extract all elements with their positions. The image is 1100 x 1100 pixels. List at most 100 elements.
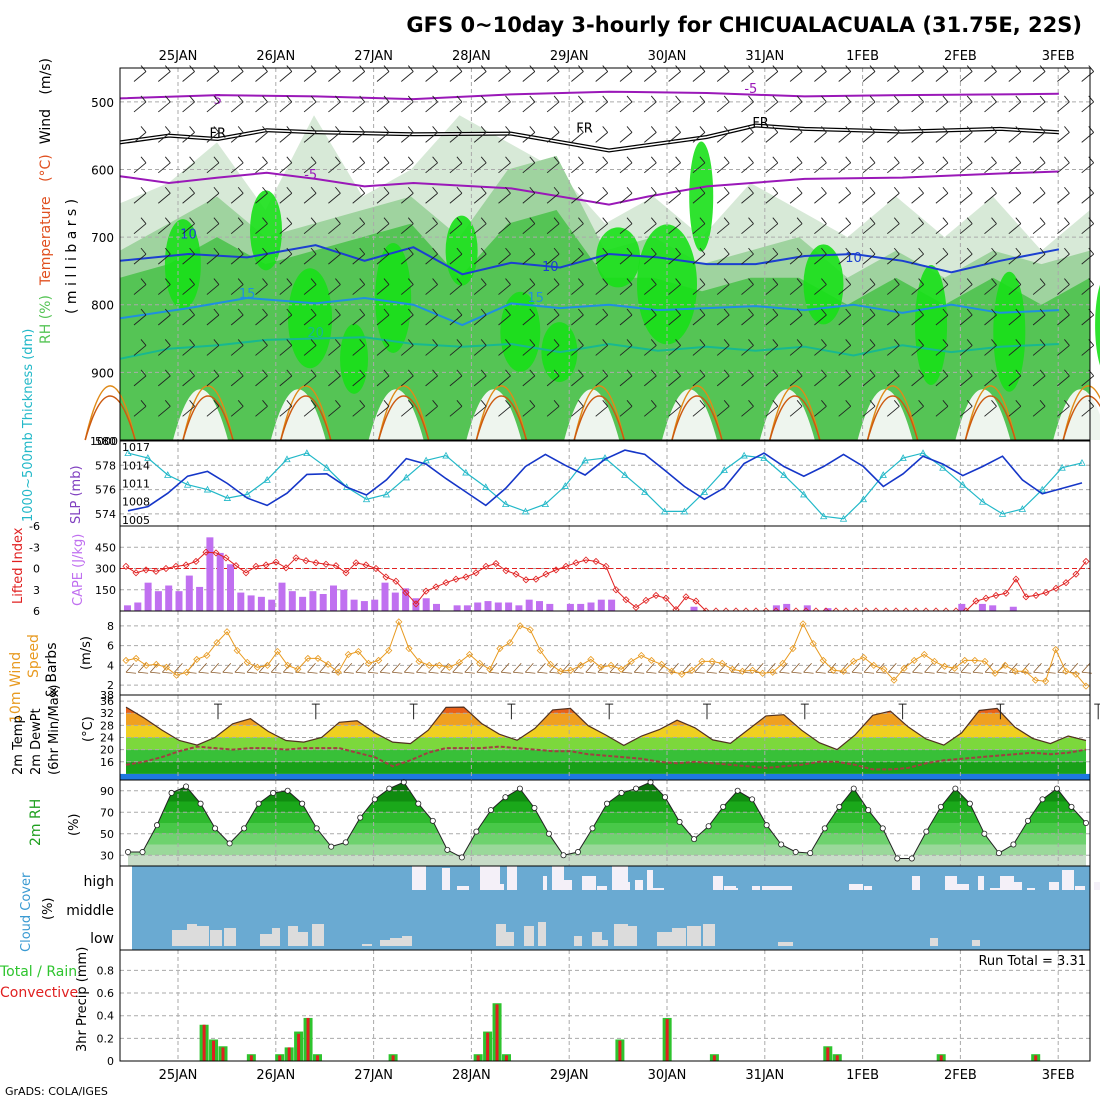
- slp-axis-label: SLP (mb): [69, 465, 84, 524]
- barb-flag: [553, 65, 560, 72]
- wind-barb-10m: [791, 663, 800, 673]
- barb-staff: [595, 375, 608, 387]
- barb-staff: [255, 71, 268, 82]
- wind-barb: [814, 339, 827, 356]
- wind-barb: [1032, 308, 1046, 326]
- cape-bar: [319, 594, 327, 611]
- cloud-high-block: [957, 884, 969, 890]
- barb-staff: [425, 253, 438, 265]
- day-label-top: 28JAN: [452, 49, 491, 64]
- wind-speed-marker: [839, 667, 848, 675]
- temp2m-panel: [119, 694, 1100, 781]
- wind-barb: [255, 126, 268, 143]
- wind-tick-label: 4: [107, 659, 114, 672]
- rh-marker: [284, 787, 291, 794]
- barb-staff: [911, 405, 924, 417]
- thickness-marker: [362, 495, 371, 503]
- wind-speed-marker: [354, 647, 362, 656]
- wind-barb-10m-staff: [198, 671, 209, 674]
- wind-barb: [984, 369, 997, 387]
- barb-flag: [432, 126, 438, 133]
- barb-staff: [425, 284, 438, 295]
- barb-flag: [213, 217, 220, 224]
- barb-staff: [279, 101, 293, 113]
- barb-flag: [335, 126, 341, 133]
- barb-flag: [529, 217, 536, 224]
- cloud-low-block: [538, 922, 546, 946]
- cloud-high-block: [1075, 886, 1085, 890]
- cloud-low-block: [930, 938, 938, 946]
- barb-flag: [286, 65, 293, 72]
- barb-flag: [723, 65, 730, 72]
- barb-staff: [449, 284, 463, 295]
- wind-barb-10m: [379, 663, 389, 673]
- thickness-marker: [998, 510, 1007, 517]
- wind-barb: [303, 186, 317, 204]
- barb-flag: [942, 400, 949, 407]
- rh-marker: [212, 825, 219, 832]
- barb-staff: [619, 223, 633, 235]
- wind-barb: [644, 339, 657, 356]
- cloud-high-block: [442, 868, 450, 890]
- barb-flag: [310, 278, 317, 285]
- wind-barb: [279, 308, 293, 326]
- barb-staff: [230, 405, 244, 417]
- lifted-index-marker: [512, 570, 520, 578]
- wind-barb: [182, 278, 195, 295]
- wind-barb: [473, 186, 487, 204]
- barb-staff: [911, 162, 924, 174]
- wind-barb-10m: [621, 663, 631, 673]
- wind-barb: [546, 186, 560, 204]
- barb-flag: [140, 369, 147, 377]
- wind-barb: [959, 369, 973, 387]
- barb-staff: [522, 375, 536, 387]
- barb-flag: [456, 156, 463, 164]
- cloud-low-block: [390, 938, 402, 946]
- barb-staff: [279, 253, 293, 265]
- barb-flag: [359, 247, 366, 255]
- wind-barb: [328, 156, 341, 174]
- wind-barb: [255, 156, 268, 174]
- wind-barb: [571, 65, 584, 82]
- wind-barb-10m: [222, 663, 232, 673]
- wind-barb: [230, 217, 244, 235]
- wind-barb: [935, 369, 949, 387]
- lifted-index-marker: [242, 569, 250, 577]
- barb-flag: [140, 126, 147, 133]
- barb-flag: [262, 126, 268, 133]
- cape-bar: [536, 601, 543, 611]
- cape-bar: [463, 605, 471, 611]
- barb-staff: [230, 375, 244, 387]
- temp-line: [125, 706, 1087, 751]
- barb-staff: [158, 375, 171, 387]
- barb-flag: [845, 156, 852, 164]
- wind-speed-marker: [951, 664, 959, 672]
- cape-bar: [175, 591, 183, 611]
- wind-barb: [887, 156, 900, 174]
- barb-flag: [869, 400, 876, 407]
- cloud-high-block: [622, 882, 630, 890]
- rh-marker: [618, 789, 625, 796]
- wind-speed-marker: [516, 622, 524, 630]
- barb-staff: [498, 284, 511, 295]
- wind-barb: [158, 186, 171, 204]
- barb-staff: [862, 223, 876, 235]
- barb-flag: [505, 186, 511, 194]
- barb-staff: [789, 375, 803, 387]
- lifted-index-marker: [132, 569, 140, 577]
- cape-bar: [299, 596, 307, 611]
- barb-staff: [522, 345, 536, 356]
- day-label-bottom: 30JAN: [648, 1068, 687, 1083]
- rh-marker: [966, 800, 973, 807]
- barb-staff: [473, 253, 487, 265]
- barb-staff: [887, 192, 900, 204]
- rh-marker: [850, 785, 857, 792]
- cape-bar: [494, 602, 502, 611]
- barb-flag: [505, 339, 511, 346]
- wind-barb-10m: [670, 663, 679, 673]
- barb-flag: [237, 339, 244, 346]
- barb-staff: [911, 71, 924, 82]
- cloud-low-block: [657, 932, 675, 946]
- temp-contour-warm: [866, 385, 919, 441]
- wind-barb-10m-staff: [960, 671, 971, 674]
